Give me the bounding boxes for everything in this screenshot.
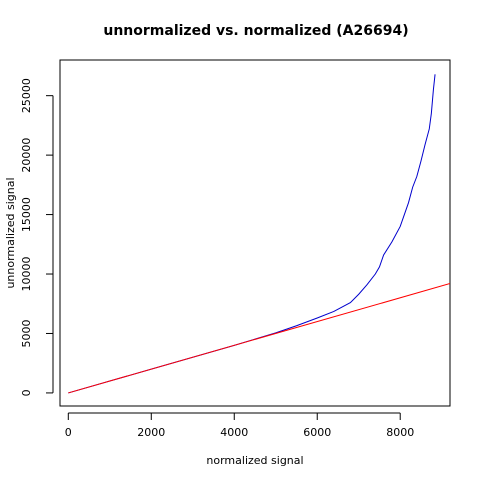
x-tick-label: 6000 <box>303 426 331 439</box>
y-tick-label: 5000 <box>20 319 33 347</box>
series-line-1 <box>68 74 436 394</box>
y-tick-label: 0 <box>20 389 33 396</box>
y-tick-label: 15000 <box>20 197 33 232</box>
chart-title: unnormalized vs. normalized (A26694) <box>103 23 408 39</box>
y-tick-label: 25000 <box>20 78 33 113</box>
x-tick-label: 0 <box>65 426 72 439</box>
x-tick-label: 8000 <box>386 426 414 439</box>
y-tick-label: 10000 <box>20 257 33 292</box>
y-tick-label: 20000 <box>20 138 33 173</box>
plot-frame <box>59 59 451 407</box>
x-tick-label: 2000 <box>137 426 165 439</box>
x-axis: 0 2000 4000 6000 8000 <box>65 412 414 439</box>
x-tick-label: 4000 <box>220 426 248 439</box>
series-layer <box>68 74 450 394</box>
series-line-2 <box>68 283 450 394</box>
x-axis-title: normalized signal <box>206 454 303 467</box>
y-axis: 0 5000 10000 15000 20000 25000 <box>20 78 54 396</box>
y-axis-title: unnormalized signal <box>4 177 17 288</box>
